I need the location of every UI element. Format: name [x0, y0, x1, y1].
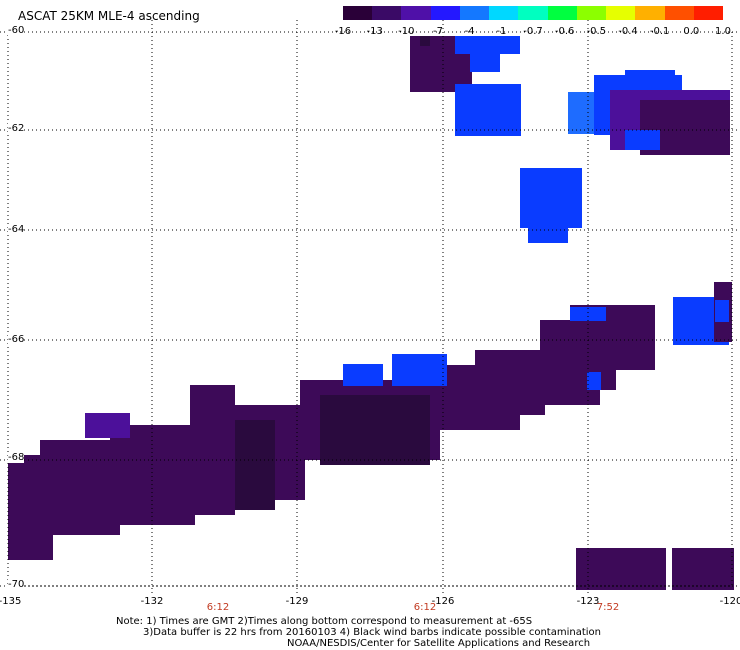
colorbar-tick-label: 1.0 — [715, 26, 731, 37]
swath-cell — [470, 52, 500, 72]
lat-label-68: -68 — [8, 452, 25, 463]
graticule — [0, 20, 740, 595]
swath-cell — [320, 395, 430, 465]
swath-cell — [85, 413, 130, 438]
colorbar-segment — [606, 6, 636, 20]
swath-cell — [40, 440, 120, 535]
swath-cell — [455, 36, 520, 54]
swath-cell — [455, 84, 521, 136]
colorbar-segment — [664, 6, 694, 20]
lat-label-60: -60 — [8, 25, 25, 36]
colorbar-segment — [518, 6, 548, 20]
swath-cell — [587, 372, 601, 390]
swath-cell — [570, 307, 606, 321]
swath-cells — [8, 36, 734, 590]
time-label: 7:52 — [596, 602, 620, 613]
note-line-2: 3)Data buffer is 22 hrs from 20160103 4)… — [143, 627, 601, 638]
swath-cell — [520, 168, 582, 228]
swath-cell — [420, 36, 430, 46]
swath-cell — [528, 225, 568, 243]
colorbar-tick-label: -16 — [334, 26, 352, 37]
colorbar-segment — [343, 6, 373, 20]
colorbar-segment — [372, 6, 402, 20]
lat-label-70: -70 — [8, 579, 25, 590]
swath-cell — [235, 420, 275, 510]
lon-label-135: -135 — [0, 596, 22, 607]
lat-label-62: -62 — [8, 123, 25, 134]
note-line-1: Note: 1) Times are GMT 2)Times along bot… — [116, 616, 533, 627]
lon-label-120: -120 — [719, 596, 740, 607]
time-label: 6:12 — [206, 602, 230, 613]
swath-cell — [625, 130, 660, 150]
note-line-3: NOAA/NESDIS/Center for Satellite Applica… — [287, 638, 591, 649]
colorbar — [343, 6, 724, 20]
colorbar-tick-label: 0.0 — [683, 26, 700, 37]
colorbar-tick-label: -4 — [464, 26, 475, 37]
lon-label-132: -132 — [140, 596, 164, 607]
swath-cell — [343, 364, 383, 386]
lon-label-129: -129 — [285, 596, 309, 607]
lat-label-66: -66 — [8, 334, 25, 345]
swath-cell — [475, 350, 545, 415]
colorbar-segment — [693, 6, 724, 20]
time-label: 6:12 — [413, 602, 437, 613]
colorbar-tick-label: -0.1 — [649, 26, 670, 37]
colorbar-segment — [430, 6, 460, 20]
colorbar-tick-label: -1 — [496, 26, 507, 37]
swath-cell — [672, 548, 734, 590]
colorbar-tick-label: -10 — [398, 26, 415, 37]
colorbar-segment — [401, 6, 431, 20]
colorbar-segment — [576, 6, 607, 20]
colorbar-tick-label: -7 — [433, 26, 443, 37]
colorbar-tick-label: -13 — [366, 26, 383, 37]
swath-cell — [392, 354, 447, 386]
lon-label-123: -123 — [576, 596, 600, 607]
map-frame — [7, 31, 733, 587]
colorbar-segment — [489, 6, 519, 20]
lon-label-126: -126 — [431, 596, 455, 607]
colorbar-segment — [547, 6, 577, 20]
swath-cell — [576, 548, 666, 590]
map-title: ASCAT 25KM MLE-4 ascending — [18, 9, 200, 23]
colorbar-segment — [635, 6, 665, 20]
swath-cell — [715, 300, 729, 322]
colorbar-segment — [459, 6, 490, 20]
lat-label-64: -64 — [8, 224, 25, 235]
